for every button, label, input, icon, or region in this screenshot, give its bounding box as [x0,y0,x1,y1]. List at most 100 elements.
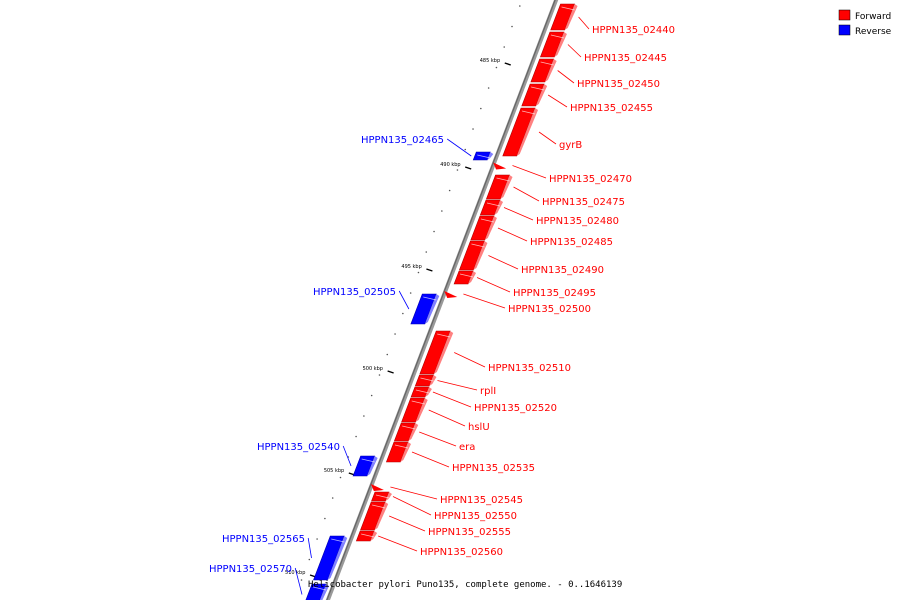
genome-backbone [325,0,559,600]
gene-shade [468,271,477,284]
gene-feature-reverse[interactable] [410,293,440,325]
minor-tick [324,517,326,520]
gene-feature-forward[interactable] [385,441,411,463]
minor-tick [370,394,373,397]
gene-label[interactable]: rplI [480,386,496,397]
gene-label[interactable]: HPPN135_02480 [536,216,619,227]
gene-arrow [493,162,507,170]
minor-tick [363,415,365,417]
gene-feature-forward[interactable] [453,270,477,285]
gene-shade [400,442,411,462]
gene-feature-forward[interactable] [470,215,497,241]
gene-label[interactable]: HPPN135_02550 [434,511,517,522]
gene-feature-reverse[interactable] [352,455,378,477]
gene-shade [433,331,454,374]
gene-label[interactable]: HPPN135_02510 [488,363,571,374]
gene-tip-line [423,296,437,301]
gene-label[interactable]: HPPN135_02485 [530,237,613,248]
gene-feature-reverse[interactable] [313,535,348,581]
minor-tick [480,107,482,110]
label-leader [512,165,547,179]
gene-label[interactable]: HPPN135_02500 [508,304,591,315]
minor-tick [394,333,396,335]
gene-shade [327,536,348,580]
gene-label[interactable]: HPPN135_02555 [428,527,511,538]
gene-feature-forward[interactable] [502,107,539,157]
gene-label[interactable]: HPPN135_02495 [513,288,596,299]
gene-feature-forward[interactable] [370,484,384,491]
minor-tick [495,66,498,69]
label-leader [437,380,478,391]
gene-feature-forward[interactable] [393,422,419,442]
gene-label[interactable]: HPPN135_02545 [440,495,523,506]
gene-label[interactable]: HPPN135_02475 [542,197,625,208]
gene-label[interactable]: HPPN135_02455 [570,103,653,114]
tick-label: 500 kbp [363,366,383,372]
gene-feature-forward[interactable] [479,199,504,216]
gene-feature-reverse[interactable] [472,151,494,161]
gene-labels: HPPN135_02440 HPPN135_02445 HPPN135_02450 H… [209,25,675,575]
label-leader [432,391,472,408]
label-leader [538,131,557,145]
gene-feature-forward[interactable] [485,174,513,200]
minor-tick [425,251,428,253]
gene-feature-reverse[interactable] [304,583,329,600]
gene-tip-line [437,333,451,338]
minor-tick [487,87,490,89]
minor-tick [355,435,357,438]
gene-label[interactable]: HPPN135_02445 [584,53,667,64]
gene-tip-line [312,586,327,591]
gene-label[interactable]: HPPN135_02470 [549,174,632,185]
gene-feature-forward[interactable] [371,491,392,502]
label-leader [378,535,418,552]
gene-label[interactable]: HPPN135_02535 [452,463,535,474]
label-leader [557,70,575,84]
gene-label[interactable]: HPPN135_02490 [521,265,604,276]
gene-label[interactable]: HPPN135_02450 [577,79,660,90]
gene-label[interactable]: hslU [468,422,490,433]
gene-label[interactable]: HPPN135_02505 [313,287,396,298]
gene-feature-forward[interactable] [530,58,557,83]
gene-feature-forward[interactable] [360,501,389,531]
gene-feature-forward[interactable] [458,240,488,271]
major-ticks: 485 kbp 490 kbp 495 kbp 500 kbp 505 kbp 510 k… [285,58,511,578]
tick-label: 505 kbp [324,468,344,474]
gene-feature-forward[interactable] [419,330,454,375]
gene-feature-forward[interactable] [414,374,437,387]
label-leader [488,255,519,270]
gene-tip-line [540,61,554,66]
gene-arrow [444,291,458,298]
gene-label[interactable]: era [459,442,475,453]
label-leader [411,451,450,468]
gene-feature-forward[interactable] [355,530,378,542]
label-leaders [294,16,590,595]
gene-feature-forward[interactable] [410,386,432,398]
genome-backbone-highlight [326,0,556,600]
minor-tick [456,169,459,171]
gene-label[interactable]: HPPN135_02565 [222,534,305,545]
label-leader [446,138,472,157]
gene-label[interactable]: HPPN135_02560 [420,547,503,558]
minor-tick [386,353,389,356]
gene-feature-forward[interactable] [401,397,428,423]
gene-feature-forward[interactable] [493,162,507,170]
legend-reverse-label: Reverse [855,27,892,37]
gene-label[interactable]: HPPN135_02440 [592,25,675,36]
gene-feature-forward[interactable] [444,291,458,298]
gene-feature-forward[interactable] [539,31,567,58]
gene-tip-line [331,538,345,543]
map-caption: Helicobacter pylori Puno135, complete ge… [308,580,622,590]
gene-tip-line [361,533,375,538]
gene-feature-forward[interactable] [550,3,578,31]
gene-feature-forward[interactable] [521,83,548,107]
gene-tip-line [471,243,485,248]
gene-label[interactable]: gyrB [559,140,582,151]
label-leader [398,290,410,310]
gene-arrow [370,484,384,491]
gene-shade [367,456,378,476]
gene-shade [564,4,578,30]
gene-label[interactable]: HPPN135_02465 [361,135,444,146]
gene-label[interactable]: HPPN135_02570 [209,564,292,575]
gene-label[interactable]: HPPN135_02540 [257,442,340,453]
gene-label[interactable]: HPPN135_02520 [474,403,557,414]
